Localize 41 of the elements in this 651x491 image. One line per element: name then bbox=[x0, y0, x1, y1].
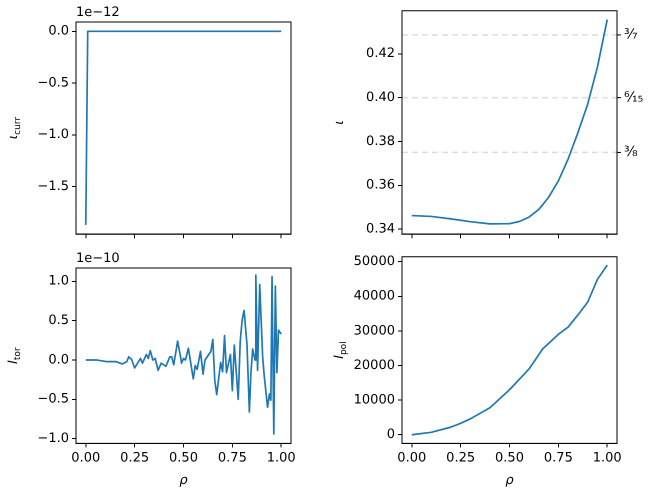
y-tick-label: −1.0 bbox=[37, 431, 69, 446]
x-tick-label: 0.75 bbox=[544, 450, 573, 466]
ref-line-label: ³⁄₇ bbox=[624, 26, 638, 43]
y-axis-title: ι bbox=[332, 120, 347, 125]
y-tick-label: 50000 bbox=[354, 254, 395, 270]
y-tick-label: 0.40 bbox=[366, 90, 395, 105]
y-axis-title: Itor bbox=[6, 347, 23, 364]
x-tick-label: 1.00 bbox=[266, 450, 296, 466]
y-tick-label: 30000 bbox=[354, 323, 395, 338]
x-tick-label: 0.25 bbox=[446, 450, 476, 466]
y-tick-label: 1.0 bbox=[48, 274, 69, 289]
y-axis-title: Ipol bbox=[332, 341, 349, 359]
x-tick-label: 0.50 bbox=[169, 450, 198, 466]
x-tick-label: 0.75 bbox=[218, 450, 247, 466]
x-tick-label: 0.25 bbox=[120, 450, 150, 466]
y-tick-label: 20000 bbox=[354, 358, 395, 373]
y-tick-label: −1.0 bbox=[37, 127, 69, 142]
y-tick-label: 0 bbox=[386, 427, 395, 442]
x-tick-label: 0.50 bbox=[495, 450, 524, 466]
x-axis-title: ρ bbox=[505, 473, 514, 488]
x-axis-title: ρ bbox=[179, 473, 188, 488]
y-axis-title: ιcurr bbox=[6, 116, 23, 140]
y-tick-label: 0.38 bbox=[366, 134, 395, 149]
y-tick-label: 40000 bbox=[354, 288, 395, 304]
y-tick-label: −0.5 bbox=[37, 75, 69, 90]
y-tick-label: 0.5 bbox=[48, 313, 69, 328]
ref-line-label: ³⁄₈ bbox=[624, 144, 638, 160]
y-tick-label: −0.5 bbox=[37, 392, 69, 407]
y-tick-label: 0.42 bbox=[366, 46, 395, 62]
x-tick-label: 0.00 bbox=[71, 450, 100, 466]
y-tick-label: −1.5 bbox=[37, 178, 69, 194]
text: 1e−10 bbox=[76, 250, 120, 266]
y-tick-label: 0.0 bbox=[48, 352, 69, 368]
y-tick-label: 10000 bbox=[354, 392, 395, 408]
y-tick-label: 0.0 bbox=[48, 24, 69, 39]
ref-line-label: ⁶⁄₁₅ bbox=[624, 89, 644, 106]
text: 1e−12 bbox=[76, 4, 120, 20]
x-tick-label: 1.00 bbox=[592, 450, 622, 466]
x-tick-label: 0.00 bbox=[397, 450, 426, 466]
y-tick-label: 0.34 bbox=[366, 222, 395, 237]
y-tick-label: 0.36 bbox=[366, 178, 395, 193]
